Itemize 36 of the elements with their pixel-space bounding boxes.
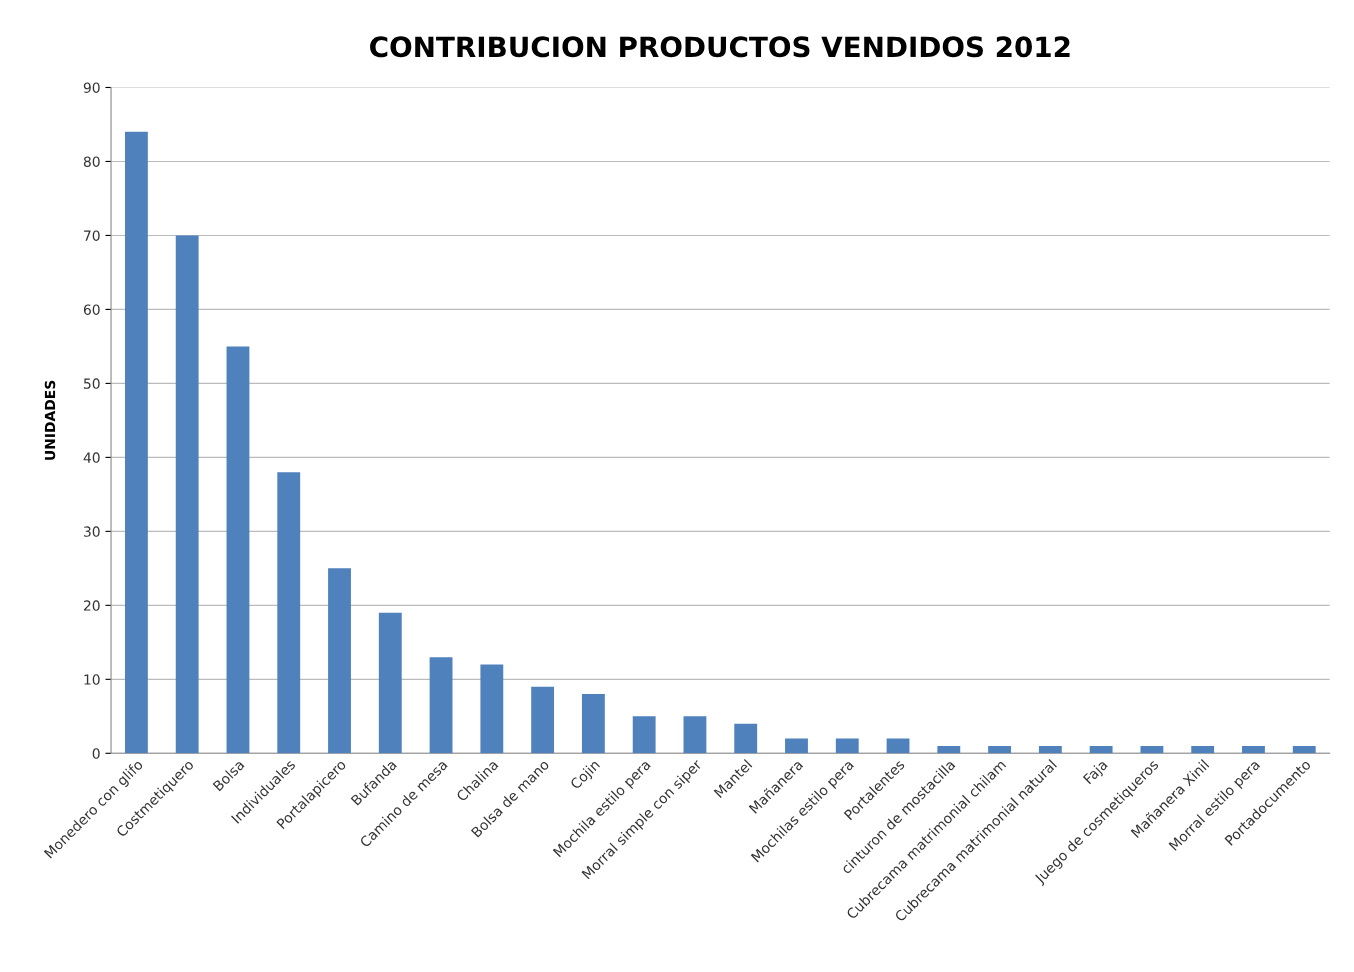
bar [1242,745,1265,754]
y-tick-label: 30 [84,526,100,537]
bar [429,657,453,754]
bar [124,131,148,754]
y-tick-label: 40 [83,452,100,463]
bar [277,472,301,754]
bar [175,235,199,754]
bar [683,716,707,754]
y-tick-label: 60 [83,304,100,315]
bar [1038,745,1062,754]
y-tick-label: 10 [84,674,100,685]
bar [632,716,656,754]
bar [328,568,351,754]
bar [785,738,808,754]
chart-title: CONTRIBUCION PRODUCTOS VENDIDOS 2012 [370,36,1070,58]
y-tick-label: 20 [83,600,100,611]
bar [378,612,402,754]
y-axis-title: UNIDADES [44,380,56,460]
bar [226,346,250,754]
y-tick-label: 0 [92,748,100,759]
bar [835,738,859,754]
y-tick-label: 90 [83,82,100,93]
bar [734,723,758,754]
bar [581,694,605,754]
bar [531,686,555,754]
y-tick-label: 80 [83,156,100,167]
bar [1140,745,1164,754]
y-tick-label: 50 [84,378,100,389]
bar [1089,745,1113,754]
bar [480,664,504,754]
bar [1292,745,1316,754]
bar [937,745,961,754]
bar [886,738,910,754]
y-tick-label: 70 [84,230,100,241]
bar [988,745,1012,754]
bar [1191,745,1215,754]
